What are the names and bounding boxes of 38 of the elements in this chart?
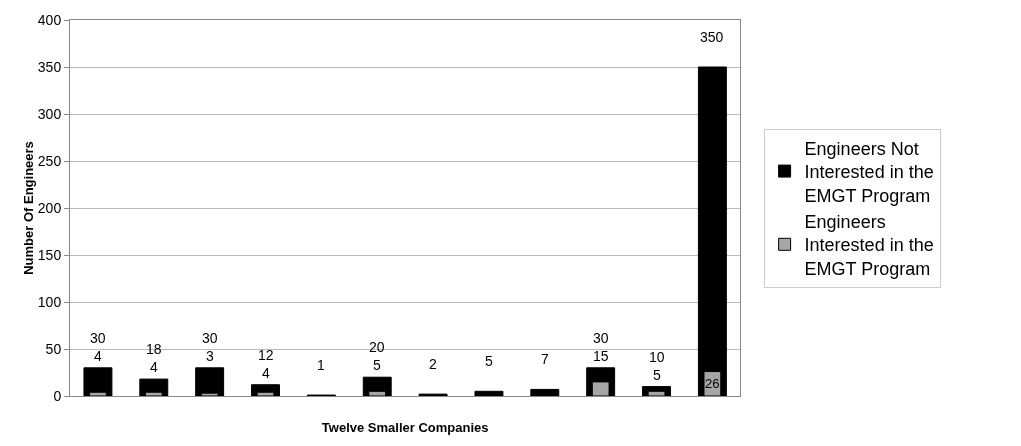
- data-label: 5: [373, 357, 381, 373]
- x-axis-title: Twelve Smaller Companies: [321, 420, 489, 435]
- data-label: 30: [593, 330, 609, 346]
- data-label: 1: [317, 357, 325, 373]
- data-label: 30: [90, 330, 106, 346]
- data-label: 12: [258, 347, 274, 363]
- data-label: 26: [705, 376, 720, 391]
- bar: [195, 367, 225, 396]
- data-label: 4: [94, 348, 102, 364]
- data-label: 4: [150, 359, 158, 375]
- data-label: 5: [653, 367, 661, 383]
- bar: [83, 367, 113, 396]
- y-axis-title: Number Of Engineers: [20, 141, 36, 275]
- bar: [474, 390, 504, 396]
- data-label: 10: [649, 349, 665, 365]
- data-label: 350: [700, 29, 724, 45]
- data-label: 15: [593, 348, 609, 364]
- data-label: 7: [541, 351, 549, 367]
- y-tick-label: 50: [45, 340, 62, 357]
- bar: [530, 388, 560, 396]
- y-tick-label: 100: [37, 293, 62, 310]
- y-tick-label: 300: [37, 105, 62, 122]
- data-label: 18: [146, 341, 162, 357]
- data-label: 30: [202, 330, 218, 346]
- y-tick-label: 400: [37, 11, 62, 28]
- data-label: 2: [429, 356, 437, 372]
- y-tick-label: 150: [37, 246, 62, 263]
- legend-label: Engineers Interested in the EMGT Program: [804, 211, 934, 279]
- bar: [697, 66, 727, 396]
- data-label: 5: [485, 353, 493, 369]
- y-tick-label: 0: [53, 387, 62, 404]
- data-label: 4: [262, 365, 270, 381]
- legend-label: Engineers Not Interested in the EMGT Program: [804, 138, 934, 206]
- data-label: 20: [369, 339, 385, 355]
- y-tick-label: 350: [37, 58, 62, 75]
- y-tick-label: 200: [37, 199, 62, 216]
- y-tick-label: 250: [37, 152, 62, 169]
- data-label: 3: [206, 348, 214, 364]
